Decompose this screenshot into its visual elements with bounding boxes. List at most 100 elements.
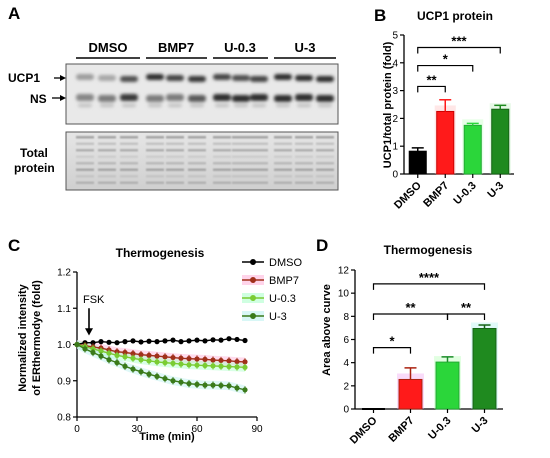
gel-band <box>295 168 313 171</box>
data-point <box>114 352 120 358</box>
blot-band <box>213 74 231 80</box>
panel-letter-c: C <box>8 236 21 255</box>
significance-mark: **** <box>419 270 440 285</box>
gel-band <box>98 175 116 178</box>
gel-band <box>146 155 164 158</box>
data-point <box>194 356 200 362</box>
gel-band <box>213 136 231 139</box>
gel-band <box>120 162 138 165</box>
legend-swatch-dot <box>250 259 256 265</box>
y-tick-label: 2 <box>392 114 398 125</box>
gel-band <box>166 155 184 158</box>
gel-band <box>232 168 250 171</box>
blot-band <box>78 104 92 107</box>
blot-band <box>146 95 164 102</box>
x-tick-label: DMSO <box>348 414 380 446</box>
y-tick-label: 1.2 <box>57 268 71 279</box>
y-tick-label: 0.9 <box>57 376 71 387</box>
data-point <box>130 338 136 344</box>
legend-label: BMP7 <box>269 275 299 287</box>
gel-band <box>213 142 231 145</box>
gel-band <box>98 181 116 184</box>
gel-band <box>316 142 334 145</box>
series-band <box>77 340 245 395</box>
data-point <box>234 336 240 343</box>
y-tick-label: 2 <box>343 381 349 392</box>
gel-band <box>295 175 313 178</box>
blot-band <box>188 76 206 82</box>
data-point <box>122 349 128 356</box>
chart-ucp1-protein: UCP1 protein UCP1/total protein (fold) 0… <box>382 9 514 211</box>
x-tick-label: 30 <box>131 424 143 435</box>
gel-band <box>295 136 313 139</box>
x-tick-label: U-3 <box>470 415 491 436</box>
bar-bmp7 <box>398 378 423 410</box>
fsk-arrow-head <box>85 328 93 336</box>
gel-band <box>250 142 268 145</box>
blot-band <box>232 95 250 102</box>
gel-band <box>146 181 164 184</box>
data-point <box>218 357 224 364</box>
legend-swatch-dot <box>250 313 256 319</box>
gel-band <box>146 162 164 165</box>
bar-bmp7 <box>436 110 455 175</box>
gel-band <box>316 168 334 171</box>
gel-band <box>166 162 184 165</box>
significance-mark: *** <box>451 34 467 49</box>
significance-mark: ** <box>426 72 437 87</box>
gel-band <box>274 142 292 145</box>
gel-band <box>250 136 268 139</box>
y-tick-label: 0 <box>392 170 398 181</box>
gel-band <box>213 149 231 152</box>
gel-band <box>213 175 231 178</box>
gel-band <box>120 136 138 139</box>
gel-band <box>274 168 292 171</box>
gel-band <box>98 136 116 139</box>
chart-c-ylabel-1: Normalized intensity <box>17 283 29 391</box>
significance-bracket <box>372 283 486 290</box>
gel-band <box>213 181 231 184</box>
y-tick-label: 6 <box>343 335 349 346</box>
data-point <box>170 354 176 361</box>
data-point <box>162 354 168 360</box>
y-tick-label: 3 <box>392 86 398 97</box>
gel-band <box>120 168 138 171</box>
gel-band <box>232 142 250 145</box>
gel-band <box>76 149 94 152</box>
gel-band <box>98 168 116 171</box>
chart-b-title: UCP1 protein <box>417 9 493 23</box>
gel-band <box>316 175 334 178</box>
gel-band <box>188 175 206 178</box>
gel-band <box>250 168 268 171</box>
gel-band <box>316 149 334 152</box>
significance-mark: * <box>443 52 449 67</box>
gel-band <box>232 136 250 139</box>
data-point <box>154 353 160 359</box>
chart-thermogenesis-bar: Thermogenesis Area above curve 0 2 4 6 8 10 12… <box>321 243 503 446</box>
data-point <box>194 381 200 387</box>
x-tick-label: 60 <box>191 424 203 435</box>
blot-band <box>98 75 116 81</box>
gel-band <box>295 142 313 145</box>
blot-band <box>318 104 332 107</box>
y-tick-label: 0.8 <box>57 413 71 424</box>
data-point <box>218 363 224 369</box>
gel-band <box>274 181 292 184</box>
data-point <box>170 360 176 366</box>
x-tick-label: BMP7 <box>421 180 451 210</box>
data-point <box>178 355 184 361</box>
data-point <box>82 346 88 352</box>
data-point <box>162 338 168 344</box>
data-point <box>202 356 208 362</box>
y-tick-label: 8 <box>343 312 349 323</box>
data-point <box>130 366 136 372</box>
gel-band <box>166 142 184 145</box>
legend-swatch-dot <box>250 295 256 301</box>
gel-band <box>188 168 206 171</box>
bar-u3 <box>491 108 510 175</box>
data-point <box>114 340 120 346</box>
data-point <box>226 336 232 342</box>
x-tick-label: U-0.3 <box>451 180 479 208</box>
x-tick-label: 90 <box>251 424 263 435</box>
gel-band <box>98 149 116 152</box>
